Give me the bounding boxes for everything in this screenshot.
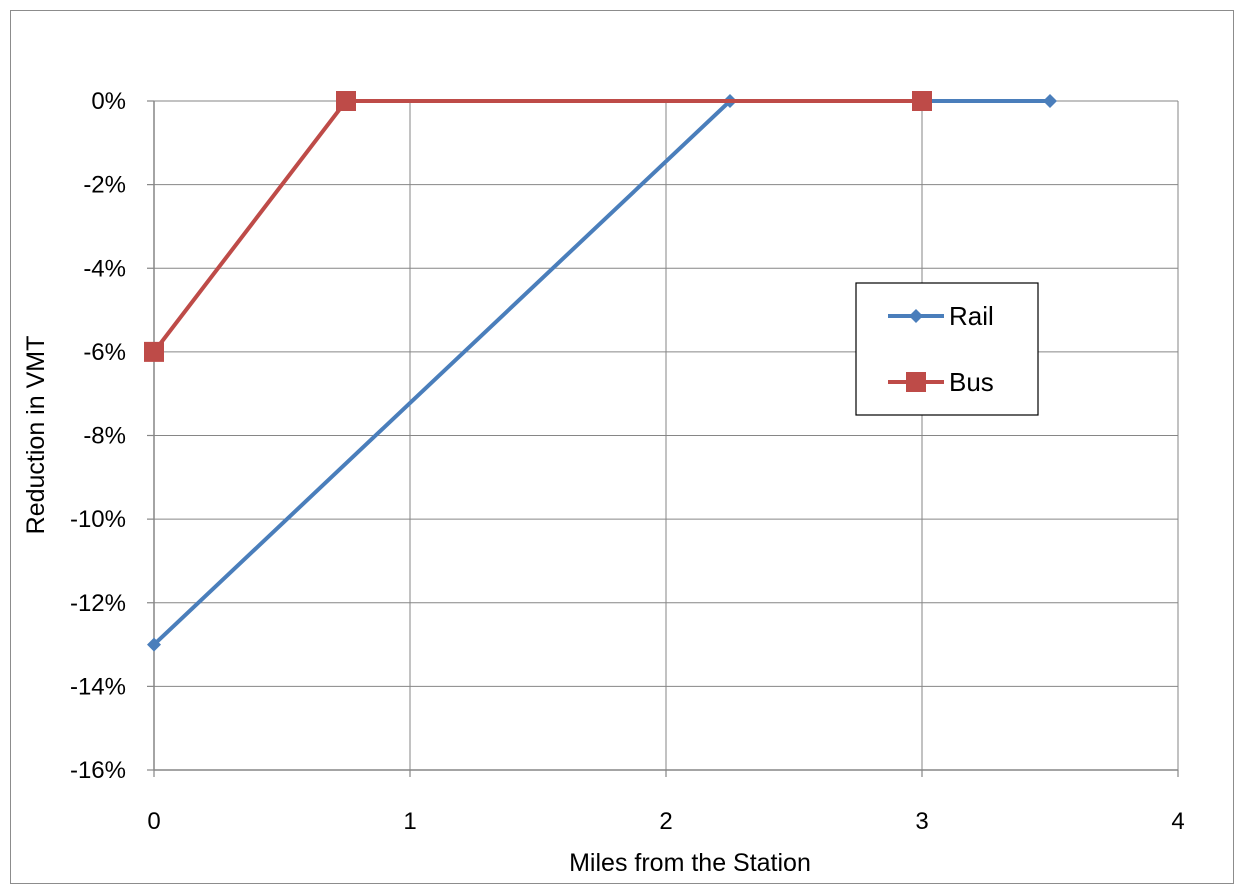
y-axis-title: Reduction in VMT: [22, 336, 50, 535]
y-tick-label: -4%: [83, 255, 126, 282]
legend-box: [855, 282, 1039, 416]
y-tick-label: -10%: [70, 506, 126, 533]
x-tick-label: 3: [915, 808, 928, 835]
y-tick-label: -14%: [70, 673, 126, 700]
x-axis-title: Miles from the Station: [569, 849, 811, 877]
y-tick-label: -12%: [70, 590, 126, 617]
series-line-bus: [152, 99, 922, 354]
legend-rail-label: Rail: [949, 301, 994, 331]
axes: [147, 100, 1179, 777]
data-point-rail: [147, 637, 161, 652]
x-tick-labels: 0 1 2 3 4: [147, 808, 1184, 835]
x-tick-label: 1: [403, 808, 416, 835]
x-tick-label: 4: [1171, 808, 1184, 835]
legend: Rail Bus: [855, 282, 1039, 416]
y-tick-labels: 0% -2% -4% -6% -8% -10% -12% -14% -16%: [70, 88, 126, 784]
y-tick-label: -16%: [70, 757, 126, 784]
data-point-bus: [912, 91, 932, 111]
x-tick-label: 2: [659, 808, 672, 835]
data-point-bus: [144, 341, 164, 362]
legend-bus-marker: [906, 372, 926, 392]
y-tick-label: -2%: [83, 172, 126, 199]
y-tick-label: -8%: [83, 423, 126, 450]
y-tick-label: -6%: [83, 339, 126, 366]
data-point-rail: [1043, 94, 1057, 108]
series-layer: [144, 91, 1057, 652]
x-tick-label: 0: [147, 808, 160, 835]
legend-rail-marker: [909, 309, 923, 323]
legend-bus-label: Bus: [949, 367, 994, 397]
gridlines: [154, 100, 1179, 770]
chart-frame: [10, 10, 1234, 884]
data-point-bus: [336, 91, 356, 111]
y-tick-label: 0%: [91, 88, 126, 115]
